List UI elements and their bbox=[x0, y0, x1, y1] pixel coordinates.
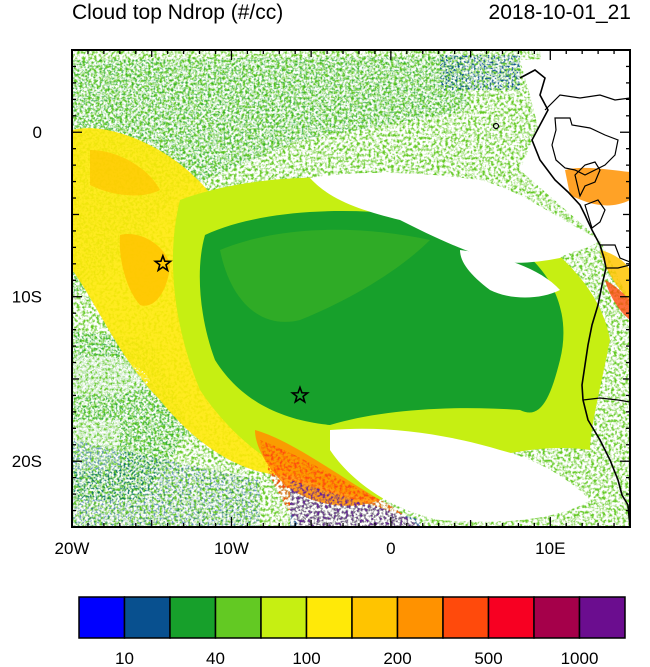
colorbar-swatch bbox=[442, 596, 490, 639]
colorbar-swatch bbox=[533, 596, 581, 639]
colorbar-label: 10 bbox=[115, 649, 134, 667]
star-marker-2-icon bbox=[290, 385, 310, 404]
map-frame bbox=[71, 49, 631, 528]
y-tick-label: 20S bbox=[12, 452, 42, 471]
ndrop-field bbox=[72, 50, 630, 527]
colorbar-label: 500 bbox=[474, 649, 502, 667]
colorbar-swatch bbox=[305, 596, 353, 639]
x-tick-label: 10W bbox=[214, 539, 249, 558]
colorbar-swatch bbox=[351, 596, 399, 639]
colorbar-swatch bbox=[169, 596, 217, 639]
y-tick-label: 10S bbox=[12, 288, 42, 307]
colorbar-label: 1000 bbox=[561, 649, 599, 667]
y-tick-label: 0 bbox=[33, 123, 42, 142]
colorbar-swatch bbox=[487, 596, 535, 639]
colorbar-swatch bbox=[214, 596, 262, 639]
sampling-markers bbox=[153, 253, 310, 404]
colorbar-label: 200 bbox=[383, 649, 411, 667]
colorbar: 10 40 100 200 500 1000 bbox=[78, 596, 626, 667]
colorbar-label: 40 bbox=[206, 649, 225, 667]
x-tick-label: 20W bbox=[55, 539, 90, 558]
colorbar-swatch bbox=[78, 596, 126, 639]
colorbar-swatch bbox=[396, 596, 444, 639]
x-tick-label: 10E bbox=[535, 539, 565, 558]
x-tick-label: 0 bbox=[386, 539, 395, 558]
colorbar-swatch bbox=[578, 596, 626, 639]
map-title: Cloud top Ndrop (#/cc) bbox=[72, 1, 284, 24]
colorbar-label: 100 bbox=[292, 649, 320, 667]
y-axis: 0 10S 20S bbox=[12, 49, 630, 528]
colorbar-swatch bbox=[123, 596, 171, 639]
colorbar-swatch bbox=[260, 596, 308, 639]
map-timestamp: 2018-10-01_21 bbox=[488, 1, 631, 24]
star-marker-1-icon bbox=[153, 253, 173, 273]
x-axis: 20W 10W 0 10E bbox=[55, 50, 631, 558]
